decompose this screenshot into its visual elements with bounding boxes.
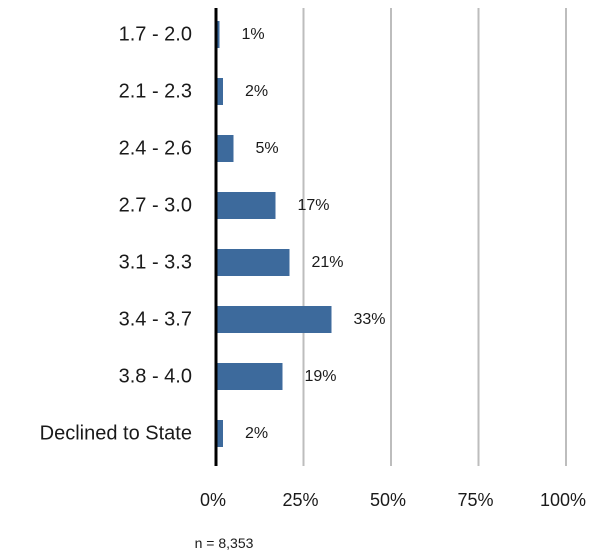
category-label: Declined to State [40, 423, 192, 445]
x-tick-label: 25% [282, 490, 318, 510]
x-tick-labels: 0% 25% 50% 75% 100% [200, 490, 586, 510]
category-label: 1.7 - 2.0 [119, 24, 192, 46]
bar [216, 249, 290, 276]
bar [216, 192, 276, 219]
category-label: 3.4 - 3.7 [119, 309, 192, 331]
value-label: 2% [245, 83, 268, 100]
category-label: 2.4 - 2.6 [119, 138, 192, 160]
value-label: 21% [312, 254, 344, 271]
bar [216, 306, 332, 333]
bar [216, 78, 223, 105]
sample-size-note: n = 8,353 [195, 535, 254, 551]
value-label: 2% [245, 425, 268, 442]
bars [216, 21, 332, 447]
bar [216, 21, 220, 48]
value-label: 19% [305, 368, 337, 385]
x-tick-label: 75% [457, 490, 493, 510]
category-label: 3.1 - 3.3 [119, 252, 192, 274]
category-labels: 1.7 - 2.0 2.1 - 2.3 2.4 - 2.6 2.7 - 3.0 3.1 … [40, 24, 192, 445]
x-tick-label: 0% [200, 490, 226, 510]
value-label: 1% [242, 26, 265, 43]
x-tick-label: 100% [540, 490, 586, 510]
category-label: 2.1 - 2.3 [119, 81, 192, 103]
category-label: 3.8 - 4.0 [119, 366, 192, 388]
bar [216, 420, 223, 447]
category-label: 2.7 - 3.0 [119, 195, 192, 217]
value-label: 33% [354, 311, 386, 328]
bar [216, 135, 234, 162]
value-label: 5% [256, 140, 279, 157]
x-tick-label: 50% [370, 490, 406, 510]
value-label: 17% [298, 197, 330, 214]
bar [216, 363, 283, 390]
value-labels: 1% 2% 5% 17% 21% 33% 19% 2% [242, 26, 386, 442]
gridlines [302, 8, 567, 466]
